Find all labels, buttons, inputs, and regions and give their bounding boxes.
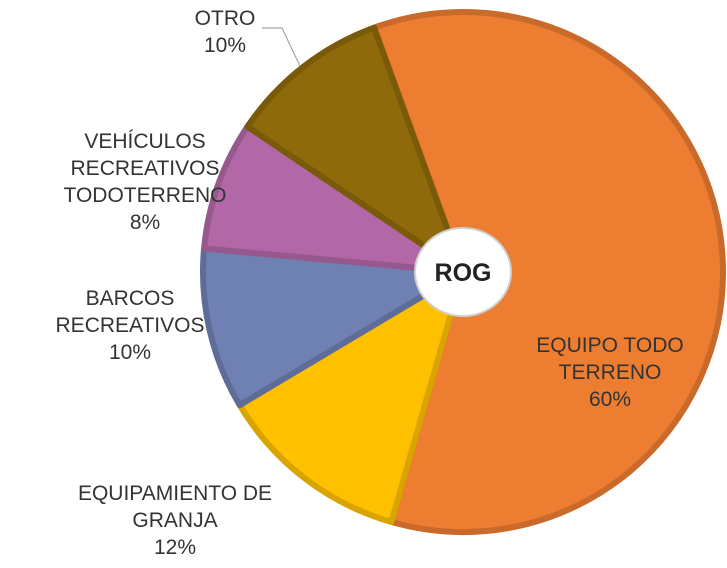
value-label: 10% <box>30 339 230 366</box>
category-name: BARCOS RECREATIVOS <box>30 285 230 339</box>
category-name: EQUIPO TODO TERRENO <box>505 332 715 386</box>
center-label: ROG <box>435 259 492 287</box>
category-name: VEHÍCULOS RECREATIVOS TODOTERRENO <box>30 128 260 209</box>
value-label: 8% <box>30 209 260 236</box>
value-label: 60% <box>505 386 715 413</box>
value-label: 10% <box>170 32 280 59</box>
category-name: OTRO <box>170 5 280 32</box>
category-name: EQUIPAMIENTO DE GRANJA <box>40 480 310 534</box>
chart: ROG EQUIPO TODO TERRENO60% EQUIPAMIENTO D… <box>0 0 727 568</box>
value-label: 12% <box>40 534 310 561</box>
